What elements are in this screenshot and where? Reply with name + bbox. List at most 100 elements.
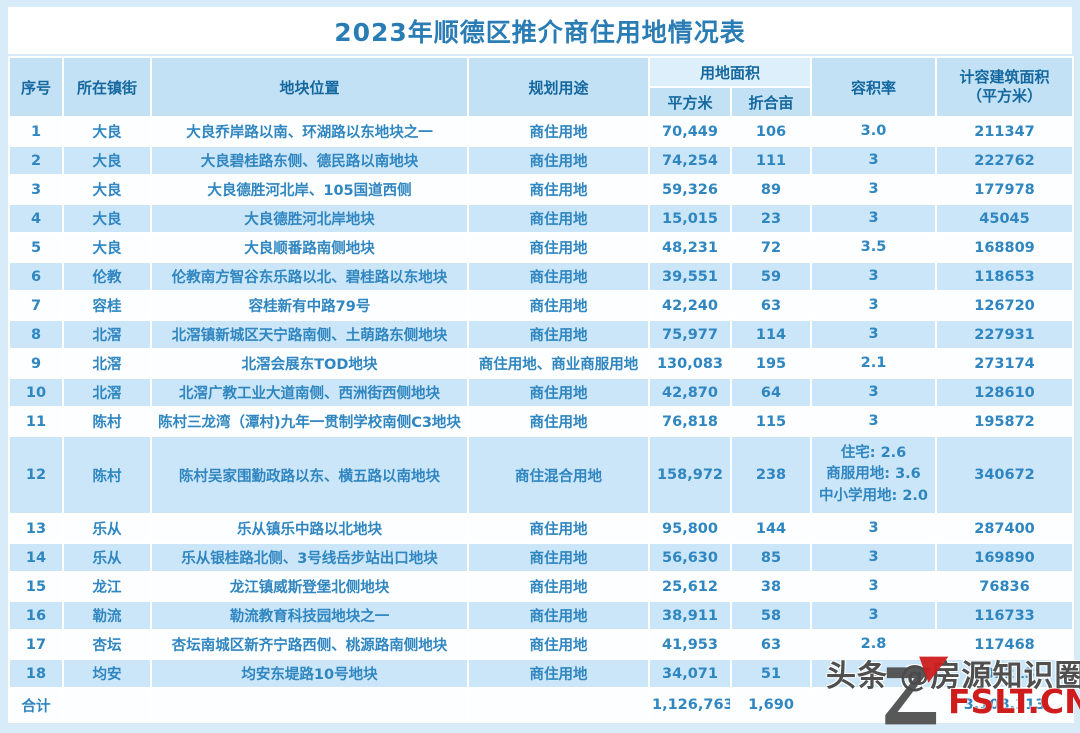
cell-floor-area: 195872 <box>935 406 1075 437</box>
cell-location: 杏坛南城区新齐宁路西侧、桃源路南侧地块 <box>150 629 469 660</box>
cell-no: 10 <box>8 377 64 408</box>
cell-sqm: 39,551 <box>648 261 732 292</box>
cell-use: 商住用地 <box>467 513 650 544</box>
cell-location: 伦教南方智谷东乐路以北、碧桂路以东地块 <box>150 261 469 292</box>
cell-sqm: 34,071 <box>648 658 732 689</box>
cell-town: 大良 <box>62 145 152 176</box>
table-header: 序号 所在镇街 地块位置 规划用途 用地面积 容积率 计容建筑面积 （平方米） … <box>8 56 1075 118</box>
cell-ratio: 3 <box>810 203 938 234</box>
cell-mu: 59 <box>729 261 813 292</box>
cell-sqm: 42,870 <box>648 377 732 408</box>
header-floor-area-line2: （平方米） <box>967 87 1043 105</box>
cell-sqm: 48,231 <box>648 232 732 263</box>
cell-town: 陈村 <box>62 406 152 437</box>
cell-no: 17 <box>8 629 64 660</box>
table-row: 13 乐从 乐从镇乐中路以北地块 商住用地 95,800 144 3 287400 <box>8 513 1075 544</box>
cell-sqm: 25,612 <box>648 571 732 602</box>
cell-location: 容桂新有中路79号 <box>150 290 469 321</box>
cell-floor-area: 168809 <box>935 232 1075 263</box>
cell-town: 大良 <box>62 174 152 205</box>
cell-use: 商住用地 <box>467 629 650 660</box>
cell-use: 商住用地 <box>467 600 650 631</box>
cell-floor-area: 222762 <box>935 145 1075 176</box>
cell-sqm: 38,911 <box>648 600 732 631</box>
cell-mu: 89 <box>729 174 813 205</box>
cell-town: 勒流 <box>62 600 152 631</box>
cell-location: 大良碧桂路东侧、德民路以南地块 <box>150 145 469 176</box>
table-row: 2 大良 大良碧桂路东侧、德民路以南地块 商住用地 74,254 111 3 222762 <box>8 145 1075 176</box>
cell-use: 商住用地 <box>467 406 650 437</box>
cell-ratio: 3 <box>810 658 938 689</box>
cell-ratio: 3 <box>810 261 938 292</box>
cell-location: 北滘广教工业大道南侧、西洲街西侧地块 <box>150 377 469 408</box>
cell-no: 11 <box>8 406 64 437</box>
cell-use: 商住用地、商业商服用地 <box>467 348 650 379</box>
cell-mu: 106 <box>729 116 813 147</box>
cell-location: 陈村三龙湾（潭村)九年一贯制学校南侧C3地块 <box>150 406 469 437</box>
table-row: 15 龙江 龙江镇威斯登堡北侧地块 商住用地 25,612 38 3 76836 <box>8 571 1075 602</box>
table-row: 3 大良 大良德胜河北岸、105国道西侧 商住用地 59,326 89 3 177978 <box>8 174 1075 205</box>
cell-use: 商住用地 <box>467 542 650 573</box>
table-row: 1 大良 大良乔岸路以南、环湖路以东地块之一 商住用地 70,449 106 3.0 2113… <box>8 116 1075 147</box>
cell-floor-area: 126720 <box>935 290 1075 321</box>
cell-mu: 1,690 <box>729 687 813 723</box>
cell-sqm: 1,126,763 <box>648 687 732 723</box>
cell-sqm: 42,240 <box>648 290 732 321</box>
table-row: 7 容桂 容桂新有中路79号 商住用地 42,240 63 3 126720 <box>8 290 1075 321</box>
cell-no: 12 <box>8 435 64 515</box>
cell-ratio: 3 <box>810 571 938 602</box>
cell-ratio: 3.0 <box>810 116 938 147</box>
cell-use: 商住混合用地 <box>467 435 650 515</box>
cell-town: 均安 <box>62 658 152 689</box>
cell-mu: 58 <box>729 600 813 631</box>
cell-use: 商住用地 <box>467 571 650 602</box>
table-row: 17 杏坛 杏坛南城区新齐宁路西侧、桃源路南侧地块 商住用地 41,953 63 2.8 11… <box>8 629 1075 660</box>
cell-ratio: 2.8 <box>810 629 938 660</box>
cell-sqm: 95,800 <box>648 513 732 544</box>
cell-town: 伦教 <box>62 261 152 292</box>
cell-location: 勒流教育科技园地块之一 <box>150 600 469 631</box>
cell-ratio: 住宅: 2.6 商服用地: 3.6 中小学用地: 2.0 <box>810 435 938 515</box>
table-row: 10 北滘 北滘广教工业大道南侧、西洲街西侧地块 商住用地 42,870 64 3 12861… <box>8 377 1075 408</box>
header-sqm: 平方米 <box>648 86 732 118</box>
cell-location: 北滘镇新城区天宁路南侧、土萌路东侧地块 <box>150 319 469 350</box>
cell-mu: 195 <box>729 348 813 379</box>
cell-use: 商住用地 <box>467 145 650 176</box>
cell-ratio: 3 <box>810 406 938 437</box>
cell-no: 4 <box>8 203 64 234</box>
cell-mu: 64 <box>729 377 813 408</box>
page-title: 2023年顺德区推介商住用地情况表 <box>334 17 746 47</box>
cell-sqm: 59,326 <box>648 174 732 205</box>
table-row: 6 伦教 伦教南方智谷东乐路以北、碧桂路以东地块 商住用地 39,551 59 3 11865… <box>8 261 1075 292</box>
title-band: 2023年顺德区推介商住用地情况表 <box>8 7 1072 54</box>
cell-use: 商住用地 <box>467 377 650 408</box>
cell-no: 9 <box>8 348 64 379</box>
cell-mu: 51 <box>729 658 813 689</box>
cell-sqm: 56,630 <box>648 542 732 573</box>
cell-ratio: 2.1 <box>810 348 938 379</box>
cell-no: 3 <box>8 174 64 205</box>
table-row: 9 北滘 北滘会展东TOD地块 商住用地、商业商服用地 130,083 195 2.1 273… <box>8 348 1075 379</box>
cell-use: 商住用地 <box>467 658 650 689</box>
cell-ratio: 3 <box>810 542 938 573</box>
cell-location: 大良顺番路南侧地块 <box>150 232 469 263</box>
cell-ratio: 3 <box>810 377 938 408</box>
cell-mu: 114 <box>729 319 813 350</box>
cell-ratio <box>810 687 938 723</box>
cell-floor-area: 340672 <box>935 435 1075 515</box>
cell-mu: 238 <box>729 435 813 515</box>
cell-floor-area: 118653 <box>935 261 1075 292</box>
cell-mu: 63 <box>729 290 813 321</box>
header-no: 序号 <box>8 56 64 118</box>
cell-use <box>467 687 650 723</box>
cell-floor-area: 102213 <box>935 658 1075 689</box>
land-table: 序号 所在镇街 地块位置 规划用途 用地面积 容积率 计容建筑面积 （平方米） … <box>8 56 1075 723</box>
cell-town: 北滘 <box>62 348 152 379</box>
cell-town: 北滘 <box>62 319 152 350</box>
header-location: 地块位置 <box>150 56 469 118</box>
cell-town: 陈村 <box>62 435 152 515</box>
cell-location: 陈村吴家围勤政路以东、横五路以南地块 <box>150 435 469 515</box>
cell-location: 乐从镇乐中路以北地块 <box>150 513 469 544</box>
cell-location: 均安东堤路10号地块 <box>150 658 469 689</box>
cell-floor-area: 287400 <box>935 513 1075 544</box>
